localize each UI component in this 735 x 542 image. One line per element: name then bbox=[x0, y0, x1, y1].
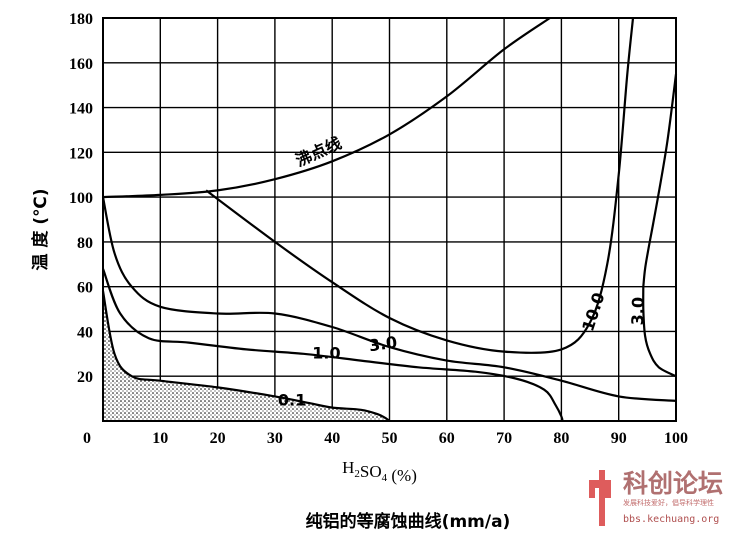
y-tick-label: 40 bbox=[77, 324, 93, 341]
watermark-slogan: 发展科技爱好，倡导科学理性 bbox=[623, 498, 714, 507]
grid bbox=[103, 18, 676, 421]
x-tick-label: 10 bbox=[152, 430, 168, 447]
y-tick-label: 160 bbox=[69, 56, 93, 73]
y-tick-label: 80 bbox=[77, 235, 93, 252]
plot-frame bbox=[102, 17, 677, 422]
watermark-url: bbs.kechuang.org bbox=[623, 514, 719, 525]
x-tick-label: 90 bbox=[611, 430, 627, 447]
series-line-3.0 bbox=[642, 73, 678, 287]
y-tick-label: 100 bbox=[69, 190, 93, 207]
x-tick-label: 80 bbox=[553, 430, 569, 447]
x-tick-label: 20 bbox=[210, 430, 226, 447]
curve-label: 3.0 bbox=[628, 297, 648, 326]
chart-title: 纯铝的等腐蚀曲线(mm/a) bbox=[306, 511, 511, 532]
x-tick-label: 40 bbox=[324, 430, 340, 447]
shaded-region-0.1 bbox=[103, 291, 390, 421]
watermark-title: 科创论坛 bbox=[623, 469, 723, 498]
y-tick-label: 20 bbox=[77, 369, 93, 386]
curves bbox=[101, 17, 678, 422]
series-line-1.0 bbox=[101, 268, 564, 422]
x-tick-label: 60 bbox=[439, 430, 455, 447]
series-line-10.0 bbox=[205, 17, 635, 354]
x-tick-label: 100 bbox=[664, 430, 688, 447]
series-line-0.1 bbox=[101, 290, 391, 422]
y-tick-label: 120 bbox=[69, 145, 93, 162]
y-tick-labels: 20 40 60 80 100 120 140 160 180 bbox=[69, 11, 93, 386]
series-line-3.0 bbox=[642, 286, 677, 378]
watermark-logo: 科创论坛 发展科技爱好，倡导科学理性 bbs.kechuang.org bbox=[589, 469, 723, 526]
series-line-沸点线 bbox=[102, 17, 551, 199]
curve-label: 沸点线 bbox=[293, 133, 345, 170]
x-tick-label: 50 bbox=[382, 430, 398, 447]
y-axis-label: 温 度 (℃) bbox=[30, 189, 51, 271]
x-tick-label: 30 bbox=[267, 430, 283, 447]
y-tick-label: 60 bbox=[77, 280, 93, 297]
x-axis-label: H2SO4 (%) bbox=[342, 458, 417, 485]
x-tick-label: 70 bbox=[496, 430, 512, 447]
curve-label: 0.1 bbox=[278, 390, 306, 409]
x-tick-labels: 10 20 30 40 50 60 70 80 90 100 bbox=[152, 430, 688, 447]
curve-labels: 沸点线 10.0 3.0 3.0 1.0 0.1 bbox=[278, 133, 648, 409]
watermark-mark-icon bbox=[589, 470, 611, 526]
y-tick-label: 180 bbox=[69, 11, 93, 28]
origin-label: 0 bbox=[83, 430, 91, 447]
y-tick-label: 140 bbox=[69, 101, 93, 118]
curve-label: 3.0 bbox=[368, 333, 399, 356]
shaded-area bbox=[103, 291, 390, 421]
series-line-3.0 bbox=[101, 196, 677, 402]
curve-label: 10.0 bbox=[578, 290, 608, 333]
curve-label: 1.0 bbox=[312, 343, 340, 362]
